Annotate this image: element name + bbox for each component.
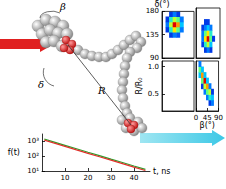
svg-text:1.0: 1.0 [148,63,159,71]
svg-text:f(t): f(t) [8,148,20,157]
svg-text:10: 10 [61,174,70,182]
svg-text:β(°): β(°) [200,121,215,130]
svg-text:t, ns: t, ns [153,167,170,176]
svg-text:180: 180 [146,7,159,15]
svg-text:135: 135 [146,31,159,39]
svg-text:0: 0 [194,114,198,122]
svg-text:90: 90 [214,114,223,122]
svg-text:0.5: 0.5 [148,90,159,98]
svg-text:β: β [59,1,66,12]
svg-text:R/R₀: R/R₀ [135,77,144,94]
svg-text:45: 45 [203,114,212,122]
svg-text:40: 40 [129,174,138,182]
svg-text:10²: 10² [27,152,39,160]
svg-text:10¹: 10¹ [27,167,39,175]
svg-text:R: R [97,85,106,96]
svg-text:90: 90 [150,54,159,62]
svg-text:10³: 10³ [27,137,39,145]
svg-text:30: 30 [106,174,115,182]
svg-text:20: 20 [83,174,92,182]
svg-text:δ: δ [38,79,44,90]
